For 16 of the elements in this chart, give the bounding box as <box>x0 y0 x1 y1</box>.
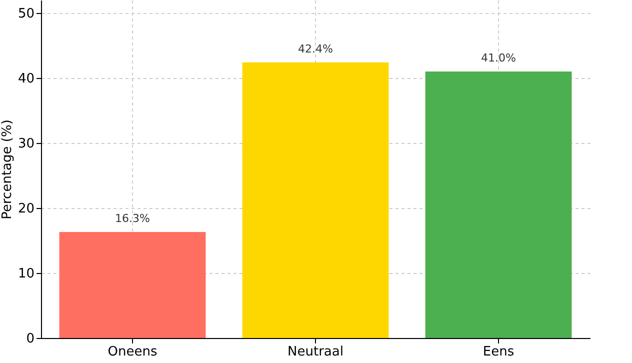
x-tick-label: Oneens <box>108 344 158 360</box>
bar <box>59 232 206 338</box>
data-label: 41.0% <box>481 52 516 64</box>
bar <box>425 72 572 338</box>
x-tick-label: Eens <box>482 344 514 360</box>
y-tick-label: 20 <box>18 202 34 216</box>
y-tick-label: 10 <box>18 266 34 282</box>
y-axis-title: Percentage (%) <box>0 120 15 220</box>
y-tick-label: 40 <box>18 72 34 86</box>
data-label: 42.4% <box>298 42 333 56</box>
data-label: 16.3% <box>115 212 150 226</box>
bar <box>242 62 389 338</box>
y-tick-label: 50 <box>18 6 34 22</box>
x-tick-label: Neutraal <box>288 344 344 360</box>
y-tick-label: 0 <box>26 332 34 346</box>
y-tick-label: 30 <box>18 136 34 152</box>
